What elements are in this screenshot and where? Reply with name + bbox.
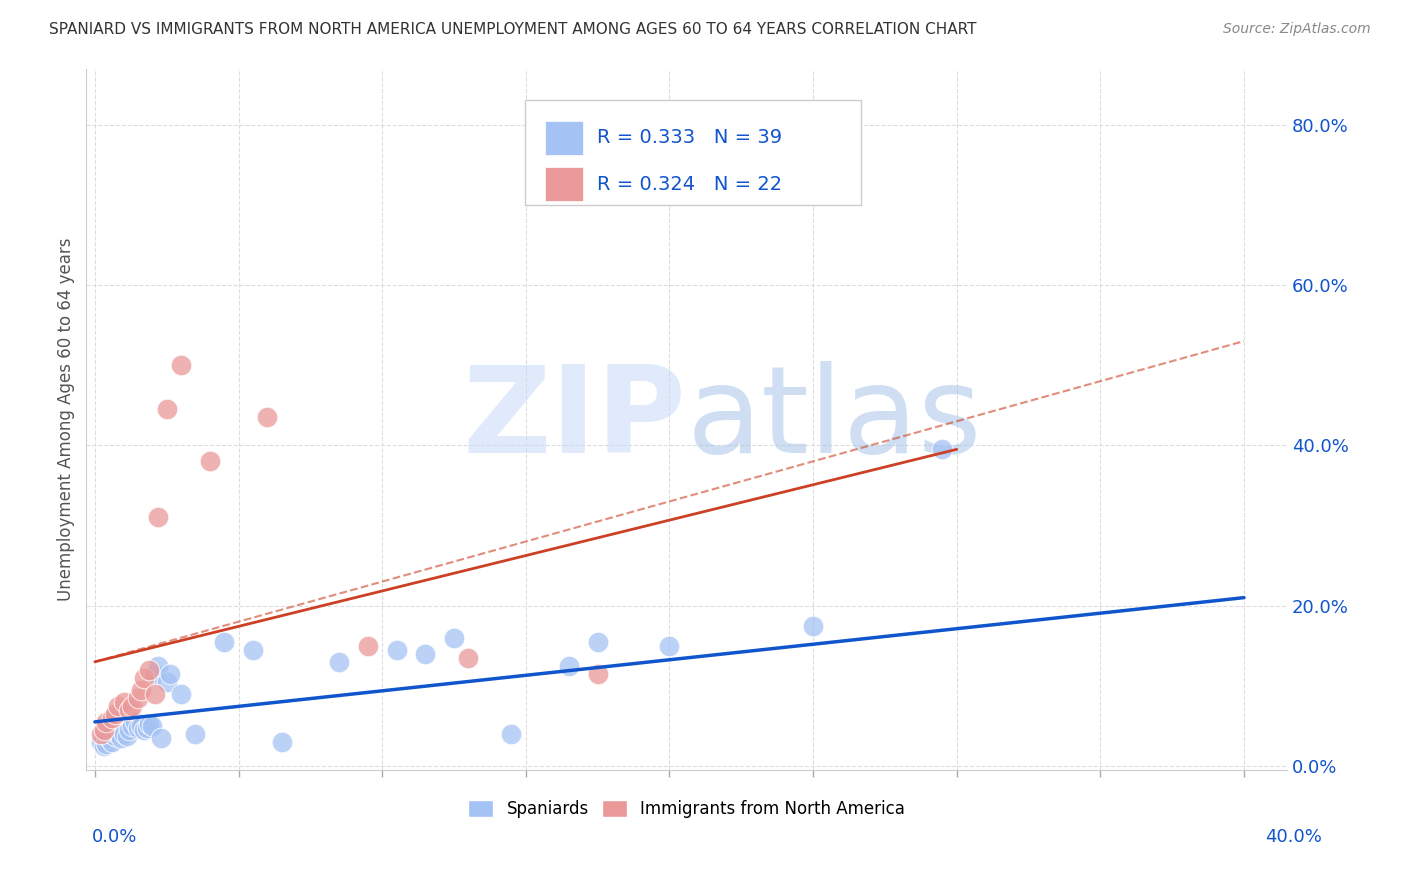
Point (104, 706, 127, 721)
Point (121, 698, 143, 713)
Point (146, 510, 169, 524)
Point (143, 687, 166, 701)
Point (127, 721, 149, 735)
Bar (546, 121, 583, 155)
Point (443, 631, 465, 645)
Point (127, 690, 149, 705)
Point (270, 735, 292, 749)
Point (107, 698, 129, 713)
Point (184, 727, 207, 741)
Point (129, 682, 152, 697)
Point (132, 671, 155, 685)
Point (212, 634, 235, 648)
Point (413, 647, 436, 661)
Text: ZIP: ZIP (463, 360, 686, 478)
Bar (546, 168, 583, 201)
Point (143, 666, 166, 681)
Point (90, 735, 112, 749)
Point (90, 727, 112, 741)
Point (132, 723, 155, 737)
Point (156, 674, 179, 689)
Point (118, 723, 141, 737)
Y-axis label: Unemployment Among Ages 60 to 64 years: Unemployment Among Ages 60 to 64 years (58, 237, 75, 601)
Point (96, 737, 118, 751)
Point (198, 454, 221, 468)
Point (115, 729, 138, 743)
Point (159, 666, 181, 681)
Text: 0.0%: 0.0% (91, 828, 136, 846)
Point (135, 721, 157, 735)
Text: 40.0%: 40.0% (1265, 828, 1322, 846)
Point (586, 634, 609, 648)
Text: R = 0.333   N = 39: R = 0.333 N = 39 (596, 128, 782, 147)
Point (256, 410, 278, 425)
Point (242, 642, 264, 657)
Point (96, 714, 118, 729)
Point (558, 658, 581, 673)
Legend: Spaniards, Immigrants from North America: Spaniards, Immigrants from North America (461, 793, 912, 825)
Point (121, 719, 143, 733)
Point (149, 731, 172, 745)
Text: R = 0.324   N = 22: R = 0.324 N = 22 (596, 175, 782, 194)
Point (110, 731, 132, 745)
Point (107, 727, 129, 741)
Point (457, 650, 479, 665)
Point (138, 717, 160, 731)
Point (501, 727, 523, 741)
Point (156, 402, 179, 417)
Point (112, 695, 135, 709)
Point (124, 714, 146, 729)
FancyBboxPatch shape (524, 100, 860, 205)
Point (118, 703, 141, 717)
Point (112, 727, 135, 741)
Point (170, 687, 193, 701)
Point (328, 655, 350, 669)
Point (931, 442, 953, 457)
Point (385, 642, 408, 657)
Point (93, 723, 115, 737)
Point (101, 711, 124, 725)
Text: SPANIARD VS IMMIGRANTS FROM NORTH AMERICA UNEMPLOYMENT AMONG AGES 60 TO 64 YEARS: SPANIARD VS IMMIGRANTS FROM NORTH AMERIC… (49, 22, 977, 37)
Text: atlas: atlas (686, 360, 983, 478)
Point (357, 639, 380, 653)
Point (658, 639, 681, 653)
Point (101, 735, 124, 749)
Point (138, 663, 160, 677)
Point (93, 739, 115, 753)
Point (586, 666, 609, 681)
Point (170, 358, 193, 372)
Point (98, 731, 121, 745)
Point (141, 719, 163, 733)
Point (104, 729, 127, 743)
Text: Source: ZipAtlas.com: Source: ZipAtlas.com (1223, 22, 1371, 37)
Point (129, 719, 152, 733)
Point (801, 618, 824, 632)
Point (146, 658, 169, 673)
